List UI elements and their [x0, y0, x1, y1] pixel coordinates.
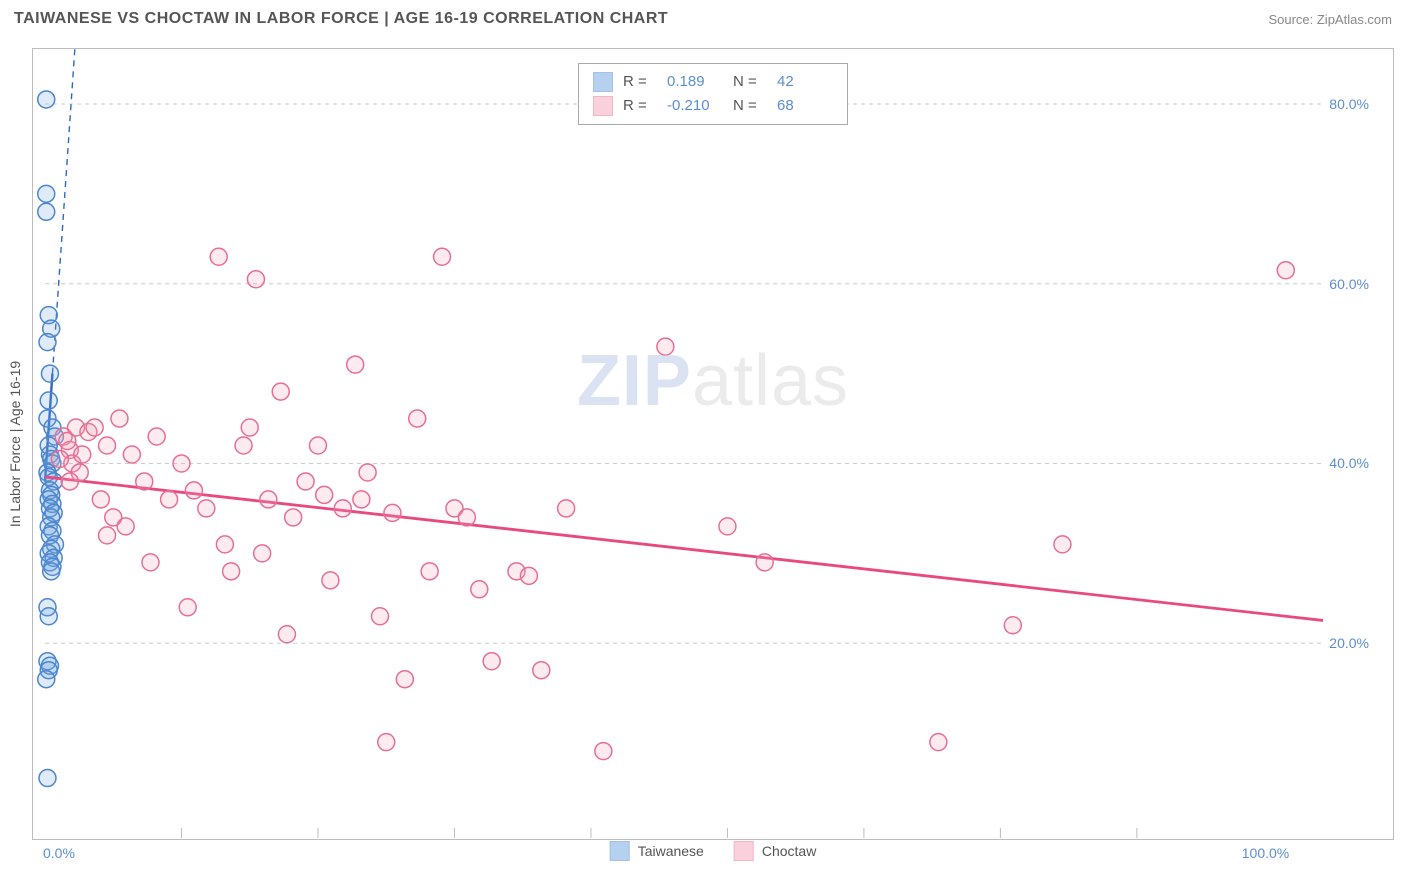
legend-n-value: 42	[777, 70, 833, 94]
legend-series-item: Choctaw	[734, 841, 816, 861]
chart-title: TAIWANESE VS CHOCTAW IN LABOR FORCE | AG…	[14, 10, 668, 27]
scatter-chart: In Labor Force | Age 16-19 ZIPatlas R =0…	[32, 48, 1394, 840]
legend-swatch-icon	[593, 96, 613, 116]
legend-n-value: 68	[777, 94, 833, 118]
legend-series-label: Taiwanese	[638, 843, 704, 859]
correlation-legend: R = 0.189 N = 42 R = -0.210 N = 68	[578, 63, 848, 125]
source-attribution: Source: ZipAtlas.com	[1268, 12, 1392, 27]
x-tick-label: 100.0%	[1242, 845, 1289, 861]
plot-svg	[33, 49, 1393, 839]
chart-header: TAIWANESE VS CHOCTAW IN LABOR FORCE | AG…	[14, 10, 1392, 40]
legend-r-value: 0.189	[667, 70, 723, 94]
y-axis-label: In Labor Force | Age 16-19	[7, 361, 23, 527]
series-legend: Taiwanese Choctaw	[610, 841, 817, 861]
legend-swatch-icon	[593, 72, 613, 92]
legend-correlation-row: R = -0.210 N = 68	[593, 94, 833, 118]
legend-n-label: N =	[733, 70, 767, 94]
y-tick-label: 60.0%	[1329, 276, 1369, 292]
legend-series-item: Taiwanese	[610, 841, 704, 861]
y-tick-label: 40.0%	[1329, 455, 1369, 471]
source-link[interactable]: ZipAtlas.com	[1317, 12, 1392, 27]
legend-series-label: Choctaw	[762, 843, 816, 859]
legend-r-label: R =	[623, 94, 657, 118]
legend-r-value: -0.210	[667, 94, 723, 118]
x-tick-label: 0.0%	[43, 845, 75, 861]
legend-swatch-icon	[610, 841, 630, 861]
legend-n-label: N =	[733, 94, 767, 118]
source-prefix: Source:	[1268, 12, 1316, 27]
y-tick-label: 20.0%	[1329, 635, 1369, 651]
legend-r-label: R =	[623, 70, 657, 94]
y-tick-label: 80.0%	[1329, 96, 1369, 112]
legend-correlation-row: R = 0.189 N = 42	[593, 70, 833, 94]
legend-swatch-icon	[734, 841, 754, 861]
